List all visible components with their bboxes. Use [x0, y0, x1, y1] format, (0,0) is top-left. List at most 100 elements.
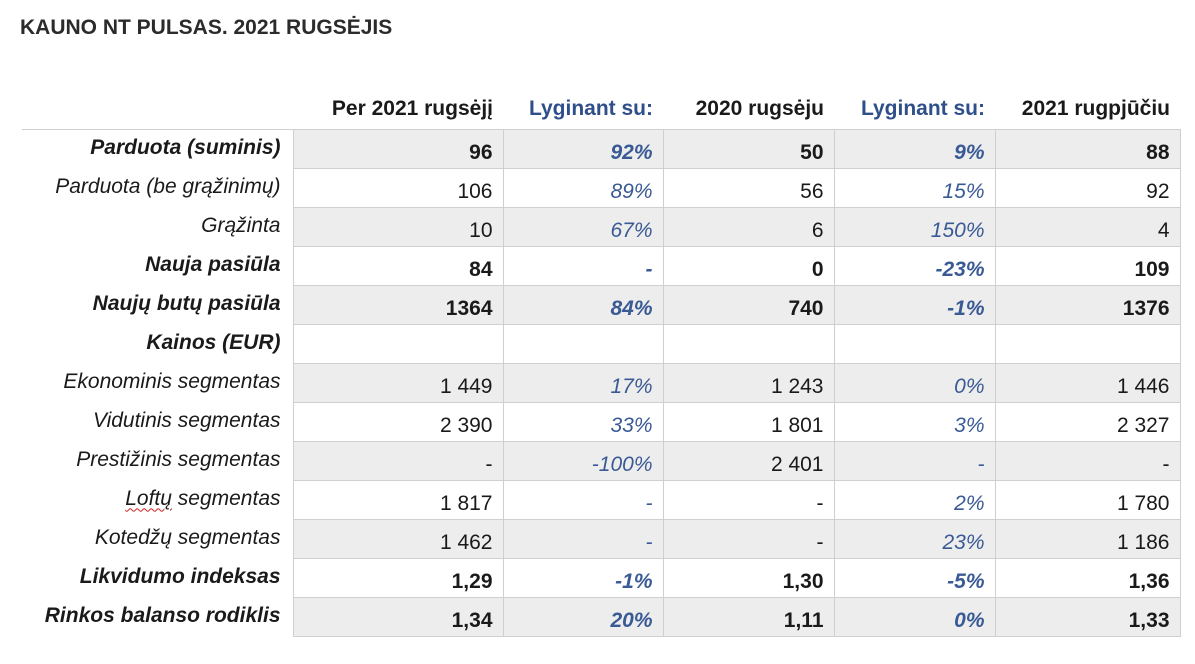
row-label: Grąžinta — [201, 213, 281, 237]
cell-change-1: 92% — [502, 129, 664, 169]
cell-previous-month: 1 446 — [994, 363, 1181, 403]
header-previous-month: 2021 rugpjūčiu — [995, 88, 1180, 130]
cell-change-1: 17% — [502, 363, 664, 403]
row-label: Ekonominis segmentas — [63, 369, 281, 393]
cell-previous-year: - — [662, 480, 835, 520]
row-label: Naujų butų pasiūla — [92, 291, 281, 315]
cell-current: 10 — [292, 207, 504, 247]
table-row: Nauja pasiūla 84 - 0 -23% 109 — [22, 246, 1181, 286]
cell-change-2: -1% — [833, 285, 996, 325]
cell-previous-year: 6 — [662, 207, 835, 247]
header-empty — [22, 88, 293, 130]
header-previous-year: 2020 rugsėju — [663, 88, 834, 130]
cell-current: 106 — [292, 168, 504, 208]
cell-change-2: -5% — [833, 558, 996, 598]
table-row: Likvidumo indeksas 1,29 -1% 1,30 -5% 1,3… — [22, 558, 1181, 598]
table-row: Grąžinta 10 67% 6 150% 4 — [22, 207, 1181, 247]
cell-current: 1 817 — [292, 480, 504, 520]
cell-change-1: - — [502, 480, 664, 520]
cell-previous-year: 1,30 — [662, 558, 835, 598]
cell-current — [292, 324, 504, 364]
header-compare-1: Lyginant su: — [503, 88, 663, 130]
cell-previous-year: - — [662, 519, 835, 559]
cell-previous-month: 92 — [994, 168, 1181, 208]
cell-previous-month: 1 780 — [994, 480, 1181, 520]
cell-change-2: 23% — [833, 519, 996, 559]
cell-change-2: 3% — [833, 402, 996, 442]
row-label-rest: segmentas — [171, 486, 281, 510]
row-label: Parduota (be grąžinimų) — [55, 174, 281, 198]
cell-previous-month: 1376 — [994, 285, 1181, 325]
cell-change-1: - — [502, 519, 664, 559]
table-row: Prestižinis segmentas - -100% 2 401 - - — [22, 441, 1181, 481]
row-label: Loftų segmentas — [22, 481, 293, 520]
cell-change-2: 2% — [833, 480, 996, 520]
data-table: Per 2021 rugsėjį Lyginant su: 2020 rugsė… — [22, 88, 1181, 637]
cell-previous-month: 2 327 — [994, 402, 1181, 442]
cell-current: 1,34 — [292, 597, 504, 637]
cell-current: 1 462 — [292, 519, 504, 559]
table-row: Vidutinis segmentas 2 390 33% 1 801 3% 2… — [22, 402, 1181, 442]
cell-change-2: 0% — [833, 363, 996, 403]
cell-previous-month: 109 — [994, 246, 1181, 286]
row-label: Vidutinis segmentas — [92, 408, 281, 432]
cell-previous-month: 1 186 — [994, 519, 1181, 559]
row-label: Rinkos balanso rodiklis — [44, 603, 281, 627]
table-row: Loftų segmentas 1 817 - - 2% 1 780 — [22, 480, 1181, 520]
row-label: Nauja pasiūla — [145, 252, 281, 276]
cell-change-2 — [833, 324, 996, 364]
cell-change-2: 15% — [833, 168, 996, 208]
cell-change-1: - — [502, 246, 664, 286]
row-label: Parduota (suminis) — [90, 136, 281, 159]
cell-previous-year: 1,11 — [662, 597, 835, 637]
row-label: Kainos (EUR) — [146, 330, 281, 354]
cell-previous-month: - — [994, 441, 1181, 481]
table-row: Kainos (EUR) — [22, 324, 1181, 364]
header-current-period: Per 2021 rugsėjį — [293, 88, 503, 130]
cell-change-1: 20% — [502, 597, 664, 637]
table-row: Ekonominis segmentas 1 449 17% 1 243 0% … — [22, 363, 1181, 403]
cell-previous-year: 56 — [662, 168, 835, 208]
cell-previous-year: 0 — [662, 246, 835, 286]
cell-previous-month: 1,33 — [994, 597, 1181, 637]
cell-previous-month: 4 — [994, 207, 1181, 247]
cell-change-1: 67% — [502, 207, 664, 247]
cell-previous-year: 50 — [662, 129, 835, 169]
cell-previous-month: 88 — [994, 129, 1181, 169]
cell-change-1: -100% — [502, 441, 664, 481]
table-row: Naujų butų pasiūla 1364 84% 740 -1% 1376 — [22, 285, 1181, 325]
table-row: Rinkos balanso rodiklis 1,34 20% 1,11 0%… — [22, 597, 1181, 637]
header-row: Per 2021 rugsėjį Lyginant su: 2020 rugsė… — [22, 88, 1180, 130]
table-row: Parduota (be grąžinimų) 106 89% 56 15% 9… — [22, 168, 1181, 208]
cell-previous-month — [994, 324, 1181, 364]
cell-previous-year: 740 — [662, 285, 835, 325]
row-label: Kotedžų segmentas — [94, 525, 281, 549]
cell-current: 96 — [292, 129, 504, 169]
cell-change-2: 9% — [833, 129, 996, 169]
cell-change-2: - — [833, 441, 996, 481]
cell-current: 1364 — [292, 285, 504, 325]
cell-change-1: 89% — [502, 168, 664, 208]
cell-current: 1 449 — [292, 363, 504, 403]
cell-change-2: 0% — [833, 597, 996, 637]
row-label: Likvidumo indeksas — [79, 564, 281, 588]
cell-previous-month: 1,36 — [994, 558, 1181, 598]
table-row: Parduota (suminis) 96 92% 50 9% 88 — [22, 129, 1181, 169]
cell-previous-year — [662, 324, 835, 364]
row-label: Prestižinis segmentas — [76, 447, 281, 471]
cell-change-1: 84% — [502, 285, 664, 325]
cell-change-2: 150% — [833, 207, 996, 247]
cell-previous-year: 1 801 — [662, 402, 835, 442]
cell-change-1: -1% — [502, 558, 664, 598]
cell-change-2: -23% — [833, 246, 996, 286]
cell-current: - — [292, 441, 504, 481]
table-row: Kotedžų segmentas 1 462 - - 23% 1 186 — [22, 519, 1181, 559]
header-compare-2: Lyginant su: — [834, 88, 995, 130]
page-title: KAUNO NT PULSAS. 2021 RUGSĖJIS — [20, 16, 393, 39]
cell-change-1: 33% — [502, 402, 664, 442]
cell-previous-year: 1 243 — [662, 363, 835, 403]
cell-change-1 — [502, 324, 664, 364]
cell-current: 2 390 — [292, 402, 504, 442]
spellcheck-word: Loftų — [125, 486, 172, 510]
cell-current: 84 — [292, 246, 504, 286]
